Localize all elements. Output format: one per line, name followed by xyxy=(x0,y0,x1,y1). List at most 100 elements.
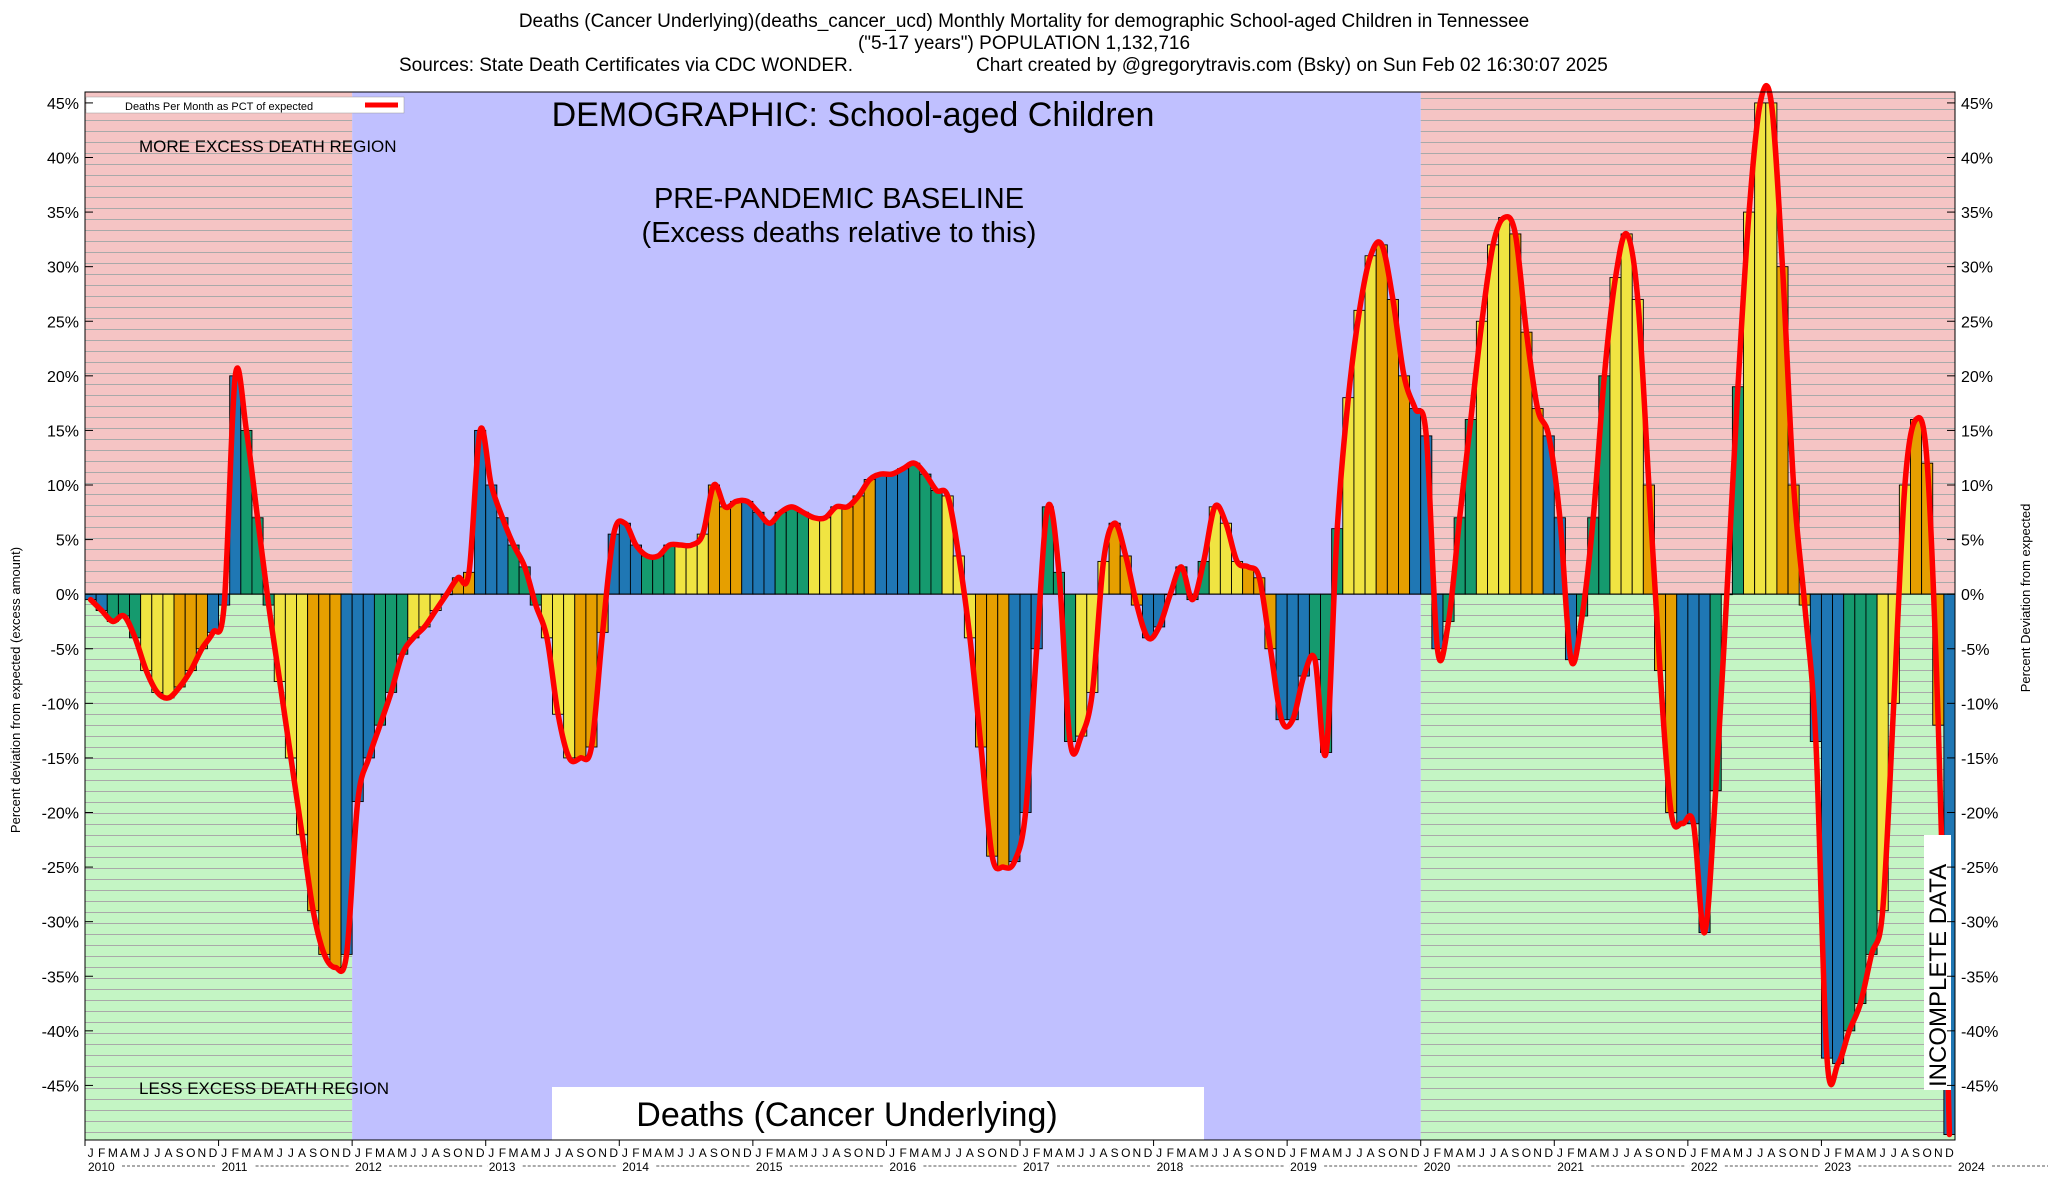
x-month-label: N xyxy=(1800,1146,1809,1160)
bar xyxy=(307,593,320,912)
y-tick-label-right: 5% xyxy=(1961,533,1984,550)
y-tick-label-right: 45% xyxy=(1961,96,1993,113)
x-year-label: 2024 xyxy=(1958,1160,1985,1174)
x-month-label: A xyxy=(1322,1146,1330,1160)
x-month-label: N xyxy=(999,1146,1008,1160)
bar xyxy=(1487,244,1500,595)
y-axis-label-left: Percent deviation from expected (excess … xyxy=(8,547,23,833)
x-year-label: 2011 xyxy=(222,1160,248,1174)
x-month-label: J xyxy=(1891,1146,1897,1160)
bar xyxy=(730,500,743,595)
x-month-label: A xyxy=(1367,1146,1375,1160)
x-month-label: J xyxy=(889,1146,895,1160)
x-month-label: A xyxy=(1856,1146,1864,1160)
y-tick-label-left: -45% xyxy=(42,1078,79,1095)
legend-label: Deaths Per Month as PCT of expected xyxy=(125,101,313,113)
x-month-label: A xyxy=(254,1146,262,1160)
x-month-label: D xyxy=(1277,1146,1286,1160)
bar xyxy=(685,544,698,595)
bar xyxy=(641,555,654,595)
y-tick-label-right: -25% xyxy=(1961,860,1998,877)
x-month-label: M xyxy=(1599,1146,1609,1160)
bar xyxy=(206,593,220,633)
bar xyxy=(1375,244,1388,595)
bar xyxy=(1498,217,1511,595)
x-year-label-bg xyxy=(621,1160,656,1173)
y-tick-label-right: -15% xyxy=(1961,751,1998,768)
bar xyxy=(1398,375,1411,595)
baseline-subtitle: (Excess deaths relative to this) xyxy=(642,217,1037,249)
x-month-label: A xyxy=(966,1146,974,1160)
incomplete-data-label: INCOMPLETE DATA xyxy=(1925,864,1952,1087)
credit-note: Chart created by @gregorytravis.com (Bsk… xyxy=(976,55,1608,76)
bar xyxy=(1242,566,1255,595)
y-tick-label-right: -30% xyxy=(1961,915,1998,932)
x-month-label: A xyxy=(1500,1146,1508,1160)
x-month-label: F xyxy=(1567,1146,1574,1160)
x-month-label: M xyxy=(531,1146,541,1160)
x-month-label: S xyxy=(176,1146,184,1160)
bar xyxy=(796,511,809,595)
x-month-label: F xyxy=(1434,1146,1441,1160)
y-tick-label-left: -40% xyxy=(42,1024,79,1041)
bar xyxy=(763,522,776,595)
x-month-label: O xyxy=(453,1146,462,1160)
x-month-label: A xyxy=(120,1146,128,1160)
x-month-label: S xyxy=(443,1146,451,1160)
x-month-label: A xyxy=(788,1146,796,1160)
deviation-line xyxy=(87,83,1953,1138)
x-month-label: F xyxy=(232,1146,239,1160)
y-tick-label-left: 40% xyxy=(47,151,79,168)
x-month-label: A xyxy=(1901,1146,1909,1160)
x-month-label: N xyxy=(1934,1146,1943,1160)
bar xyxy=(1754,102,1767,595)
x-month-label: M xyxy=(1332,1146,1342,1160)
y-tick-label-left: 45% xyxy=(47,96,79,113)
x-month-label: M xyxy=(241,1146,251,1160)
x-month-label: M xyxy=(108,1146,118,1160)
x-month-label: O xyxy=(1655,1146,1664,1160)
bar xyxy=(885,473,899,595)
x-month-label: J xyxy=(622,1146,628,1160)
x-month-label: M xyxy=(798,1146,808,1160)
x-month-label: J xyxy=(1624,1146,1630,1160)
x-month-label: M xyxy=(130,1146,140,1160)
x-year-label-bg xyxy=(888,1160,923,1173)
bar xyxy=(173,593,186,688)
x-month-label: S xyxy=(1778,1146,1786,1160)
bar xyxy=(819,517,832,595)
bar xyxy=(852,495,865,595)
x-month-label: A xyxy=(699,1146,707,1160)
bar xyxy=(919,473,932,595)
x-month-label: S xyxy=(1378,1146,1386,1160)
x-month-label: F xyxy=(1167,1146,1174,1160)
x-year-label-bg xyxy=(1689,1160,1724,1173)
bar xyxy=(1843,593,1856,1032)
x-month-label: J xyxy=(221,1146,227,1160)
x-month-label: J xyxy=(355,1146,361,1160)
y-tick-label-left: -15% xyxy=(42,751,79,768)
x-month-label: A xyxy=(832,1146,840,1160)
x-month-label: N xyxy=(1266,1146,1275,1160)
y-tick-label-right: 40% xyxy=(1961,151,1993,168)
y-tick-label-right: 10% xyxy=(1961,478,1993,495)
y-tick-label-left: -5% xyxy=(51,642,79,659)
x-month-label: M xyxy=(1733,1146,1743,1160)
x-month-label: D xyxy=(1010,1146,1019,1160)
x-month-label: S xyxy=(977,1146,985,1160)
bar xyxy=(897,468,910,595)
y-tick-label-left: 0% xyxy=(56,587,79,604)
x-month-label: J xyxy=(1212,1146,1218,1160)
x-month-label: A xyxy=(1233,1146,1241,1160)
x-month-label: F xyxy=(1834,1146,1841,1160)
x-month-label: A xyxy=(432,1146,440,1160)
x-month-label: A xyxy=(164,1146,172,1160)
x-month-label: J xyxy=(1078,1146,1084,1160)
x-month-label: J xyxy=(154,1146,160,1160)
x-month-label: N xyxy=(1533,1146,1542,1160)
bar xyxy=(1364,255,1377,595)
x-month-label: F xyxy=(499,1146,506,1160)
x-month-label: M xyxy=(1043,1146,1053,1160)
x-month-label: J xyxy=(1490,1146,1496,1160)
baseline-region xyxy=(352,92,1421,1140)
